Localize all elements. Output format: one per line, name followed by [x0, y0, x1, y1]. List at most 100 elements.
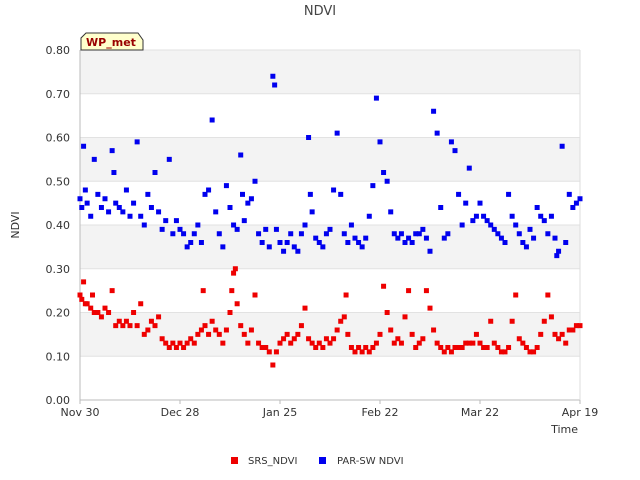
data-point [152, 170, 158, 175]
data-point [309, 340, 315, 346]
data-point [195, 331, 201, 337]
data-point [356, 345, 362, 350]
data-point [113, 200, 119, 206]
data-point [398, 231, 404, 237]
data-point [127, 323, 133, 329]
data-point [181, 231, 187, 237]
data-point [259, 240, 265, 245]
data-point [327, 340, 333, 346]
data-point [395, 336, 401, 342]
station-badge-shape [80, 32, 144, 51]
data-point [506, 191, 512, 197]
data-point [184, 244, 190, 250]
data-point [577, 323, 583, 329]
data-point [231, 222, 237, 228]
data-point [220, 244, 226, 250]
data-point [295, 248, 301, 254]
data-point [570, 327, 576, 333]
data-point [416, 340, 422, 346]
data-point [445, 231, 451, 237]
data-point [577, 196, 583, 202]
data-point [241, 218, 247, 224]
data-point [134, 323, 140, 329]
chart-title: NDVI [304, 4, 336, 19]
data-point [516, 336, 522, 342]
data-point [348, 222, 354, 228]
x-tick-label: Jan 25 [262, 406, 297, 419]
data-point [406, 235, 412, 241]
data-point [307, 191, 313, 197]
data-point [88, 305, 94, 311]
data-point [513, 222, 519, 228]
data-point [241, 331, 247, 337]
data-point [209, 318, 215, 324]
data-point [120, 323, 126, 329]
data-point [516, 231, 522, 237]
data-point [309, 209, 315, 215]
data-point [223, 327, 229, 333]
data-point [270, 73, 276, 79]
data-point [284, 331, 290, 337]
data-point [266, 349, 272, 355]
data-point [288, 231, 294, 237]
data-point [466, 165, 472, 171]
y-tick-label: 0.50 [46, 175, 71, 188]
data-point [345, 240, 351, 245]
data-point [520, 240, 526, 245]
data-point [306, 336, 312, 342]
data-point [77, 292, 83, 298]
data-point [234, 226, 240, 232]
data-point [343, 292, 349, 298]
data-point [506, 345, 512, 350]
data-point [152, 323, 158, 329]
data-point [409, 240, 415, 245]
data-point [127, 213, 133, 219]
data-point [320, 244, 326, 250]
data-point [452, 148, 458, 154]
data-point [370, 183, 376, 189]
data-point [109, 288, 115, 294]
data-point [348, 345, 354, 350]
x-tick-label: Feb 22 [362, 406, 399, 419]
data-point [523, 244, 529, 250]
data-point [206, 331, 212, 337]
data-point [420, 226, 426, 232]
y-tick-label: 0.10 [46, 350, 71, 363]
data-point [481, 345, 487, 350]
data-point [470, 218, 476, 224]
data-point [166, 345, 172, 350]
data-point [234, 301, 240, 307]
data-point [463, 200, 469, 206]
plot-band [80, 268, 580, 313]
data-point [223, 183, 229, 189]
data-point [291, 336, 297, 342]
data-point [495, 345, 501, 350]
data-point [81, 143, 87, 149]
data-point [102, 305, 108, 311]
data-point [534, 205, 540, 210]
data-point [227, 310, 233, 315]
data-point [173, 345, 179, 350]
plot-band [80, 50, 580, 94]
plot-band [80, 356, 580, 400]
data-point [123, 187, 129, 193]
legend-swatch-srs-ndvi [231, 457, 238, 464]
data-point [302, 222, 308, 228]
data-point [509, 318, 515, 324]
y-axis-label: NDVI [9, 211, 22, 238]
data-point [202, 191, 208, 197]
data-point [216, 231, 222, 237]
data-point [381, 170, 387, 175]
data-point [463, 340, 469, 346]
data-point [163, 218, 169, 224]
data-point [206, 187, 212, 193]
x-tick-label: Dec 28 [161, 406, 200, 419]
data-point [313, 235, 319, 241]
data-point [559, 331, 565, 337]
data-point [306, 135, 312, 140]
legend-label-par-sw-ndvi: PAR-SW NDVI [337, 456, 404, 467]
data-point [538, 331, 544, 337]
data-point [352, 235, 358, 241]
data-point [484, 218, 490, 224]
data-point [377, 331, 383, 337]
